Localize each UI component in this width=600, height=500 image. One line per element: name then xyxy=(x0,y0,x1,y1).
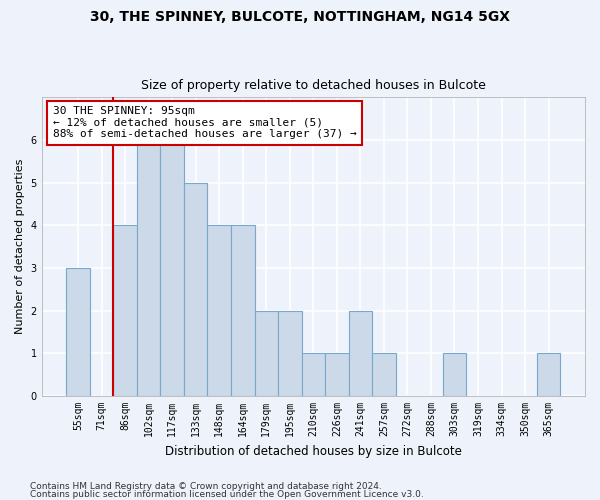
Bar xyxy=(443,354,466,396)
Bar xyxy=(254,310,278,396)
Bar xyxy=(67,268,90,396)
Title: Size of property relative to detached houses in Bulcote: Size of property relative to detached ho… xyxy=(141,79,486,92)
Bar xyxy=(537,354,560,396)
Bar xyxy=(325,354,349,396)
X-axis label: Distribution of detached houses by size in Bulcote: Distribution of detached houses by size … xyxy=(165,444,462,458)
Bar xyxy=(160,140,184,396)
Text: 30 THE SPINNEY: 95sqm
← 12% of detached houses are smaller (5)
88% of semi-detac: 30 THE SPINNEY: 95sqm ← 12% of detached … xyxy=(53,106,356,140)
Text: 30, THE SPINNEY, BULCOTE, NOTTINGHAM, NG14 5GX: 30, THE SPINNEY, BULCOTE, NOTTINGHAM, NG… xyxy=(90,10,510,24)
Bar xyxy=(208,226,231,396)
Text: Contains public sector information licensed under the Open Government Licence v3: Contains public sector information licen… xyxy=(30,490,424,499)
Text: Contains HM Land Registry data © Crown copyright and database right 2024.: Contains HM Land Registry data © Crown c… xyxy=(30,482,382,491)
Bar xyxy=(278,310,302,396)
Bar xyxy=(231,226,254,396)
Y-axis label: Number of detached properties: Number of detached properties xyxy=(15,159,25,334)
Bar xyxy=(302,354,325,396)
Bar xyxy=(349,310,372,396)
Bar xyxy=(184,182,208,396)
Bar xyxy=(113,226,137,396)
Bar xyxy=(137,140,160,396)
Bar xyxy=(372,354,395,396)
